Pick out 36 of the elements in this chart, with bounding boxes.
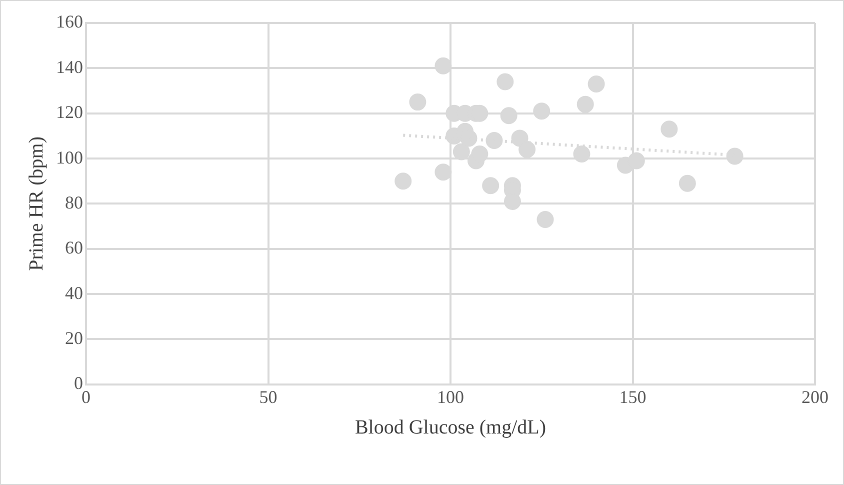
point — [394, 172, 412, 190]
x-tick-label: 200 — [802, 386, 828, 407]
x-tick-label: 100 — [437, 386, 464, 407]
y-tick-label: 80 — [65, 192, 83, 212]
point — [500, 107, 518, 124]
point — [576, 96, 594, 113]
point — [588, 75, 605, 92]
y-tick-label: 100 — [56, 147, 83, 168]
point — [518, 140, 536, 158]
x-tick-label: 50 — [259, 386, 278, 407]
y-tick-label: 60 — [65, 238, 83, 258]
y-tick-label: 20 — [65, 328, 83, 348]
point — [660, 120, 678, 138]
point — [496, 73, 514, 90]
point — [573, 146, 590, 163]
y-tick-label: 160 — [56, 12, 83, 32]
point — [434, 57, 452, 74]
x-axis-title: Blood Glucose (mg/dL) — [354, 416, 546, 438]
point — [486, 132, 503, 149]
y-tick-label: 40 — [65, 282, 83, 303]
point — [409, 94, 426, 111]
point — [471, 146, 488, 163]
point — [482, 177, 500, 194]
point — [533, 102, 550, 120]
y-tick-label: 0 — [74, 373, 83, 394]
point — [452, 143, 470, 160]
point — [536, 211, 554, 228]
y-tick-label: 120 — [56, 102, 83, 122]
x-tick-label: 150 — [619, 386, 646, 407]
point — [628, 152, 645, 170]
y-axis-title: Prime HR (bpm) — [25, 136, 48, 271]
point — [678, 174, 696, 192]
point — [434, 164, 452, 181]
point — [726, 148, 744, 165]
y-tick-label: 140 — [56, 56, 83, 77]
point — [460, 130, 478, 147]
